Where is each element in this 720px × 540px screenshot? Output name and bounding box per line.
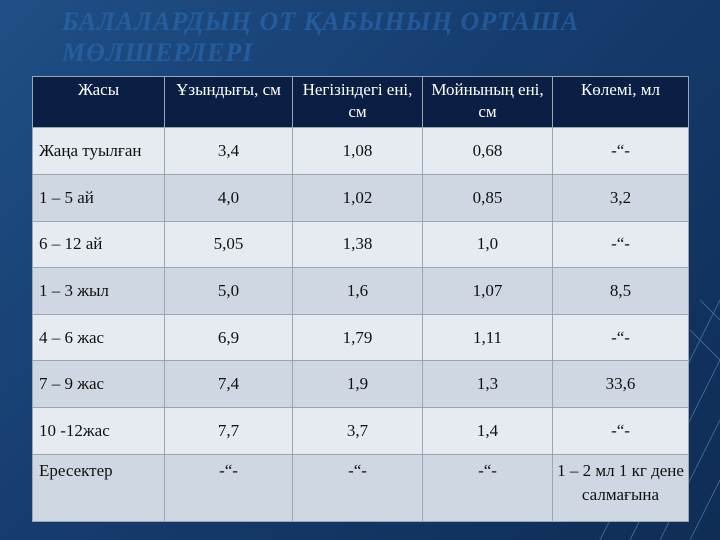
page-title: БАЛАЛАРДЫҢ ОТ ҚАБЫНЫҢ ОРТАША МӨЛШЕРЛЕРІ bbox=[62, 7, 580, 67]
table-cell: 1,11 bbox=[422, 313, 553, 362]
header-age: Жасы bbox=[32, 76, 165, 128]
table-cell: -“- bbox=[552, 313, 689, 362]
header-base-width: Негізіндегі ені, см bbox=[292, 76, 423, 128]
table-cell: 1,38 bbox=[292, 220, 423, 269]
table-cell: 1 – 2 мл 1 кг дене салмағына bbox=[552, 453, 689, 522]
data-table-container: Жасы Ұзындығы, см Негізіндегі ені, см Мо… bbox=[32, 76, 689, 522]
data-table: Жасы Ұзындығы, см Негізіндегі ені, см Мо… bbox=[32, 76, 689, 522]
table-cell: 10 -12жас bbox=[32, 406, 165, 455]
table-row: 1 – 5 ай 4,0 1,02 0,85 3,2 bbox=[32, 174, 689, 222]
table-cell: -“- bbox=[552, 127, 689, 175]
table-cell: 33,6 bbox=[552, 360, 689, 408]
table-row: 1 – 3 жыл 5,0 1,6 1,07 8,5 bbox=[32, 267, 689, 315]
table-cell: 5,05 bbox=[164, 220, 293, 269]
table-cell: -“- bbox=[552, 220, 689, 269]
header-volume: Көлемі, мл bbox=[552, 76, 689, 128]
table-cell: 7 – 9 жас bbox=[32, 360, 165, 408]
table-row: Жаңа туылған 3,4 1,08 0,68 -“- bbox=[32, 127, 689, 175]
table-cell: 1,02 bbox=[292, 174, 423, 222]
table-cell: 0,85 bbox=[422, 174, 553, 222]
table-cell: 4 – 6 жас bbox=[32, 313, 165, 362]
table-cell: 4,0 bbox=[164, 174, 293, 222]
table-cell: 1,08 bbox=[292, 127, 423, 175]
header-neck-width: Мойнының ені, см bbox=[422, 76, 553, 128]
table-cell: Ересектер bbox=[32, 453, 165, 522]
table-cell: 3,7 bbox=[292, 406, 423, 455]
table-cell: -“- bbox=[422, 453, 553, 522]
table-cell: 1,4 bbox=[422, 406, 553, 455]
table-cell: 3,4 bbox=[164, 127, 293, 175]
table-cell: -“- bbox=[552, 406, 689, 455]
table-header-row: Жасы Ұзындығы, см Негізіндегі ені, см Мо… bbox=[32, 76, 689, 128]
table-row: 6 – 12 ай 5,05 1,38 1,0 -“- bbox=[32, 220, 689, 269]
table-cell: Жаңа туылған bbox=[32, 127, 165, 175]
table-cell: 1 – 3 жыл bbox=[32, 267, 165, 315]
table-cell: 1,3 bbox=[422, 360, 553, 408]
table-cell: 1,79 bbox=[292, 313, 423, 362]
table-cell: -“- bbox=[164, 453, 293, 522]
table-cell: -“- bbox=[292, 453, 423, 522]
table-cell: 6 – 12 ай bbox=[32, 220, 165, 269]
table-row: 10 -12жас 7,7 3,7 1,4 -“- bbox=[32, 406, 689, 455]
table-cell: 6,9 bbox=[164, 313, 293, 362]
table-cell: 7,4 bbox=[164, 360, 293, 408]
table-row: Ересектер -“- -“- -“- 1 – 2 мл 1 кг дене… bbox=[32, 453, 689, 522]
table-cell: 3,2 bbox=[552, 174, 689, 222]
table-cell: 5,0 bbox=[164, 267, 293, 315]
table-cell: 1,0 bbox=[422, 220, 553, 269]
table-cell: 1,9 bbox=[292, 360, 423, 408]
table-cell: 0,68 bbox=[422, 127, 553, 175]
table-row: 7 – 9 жас 7,4 1,9 1,3 33,6 bbox=[32, 360, 689, 408]
header-length: Ұзындығы, см bbox=[164, 76, 293, 128]
table-cell: 1 – 5 ай bbox=[32, 174, 165, 222]
table-cell: 8,5 bbox=[552, 267, 689, 315]
table-row: 4 – 6 жас 6,9 1,79 1,11 -“- bbox=[32, 313, 689, 362]
table-cell: 1,07 bbox=[422, 267, 553, 315]
table-cell: 1,6 bbox=[292, 267, 423, 315]
table-cell: 7,7 bbox=[164, 406, 293, 455]
